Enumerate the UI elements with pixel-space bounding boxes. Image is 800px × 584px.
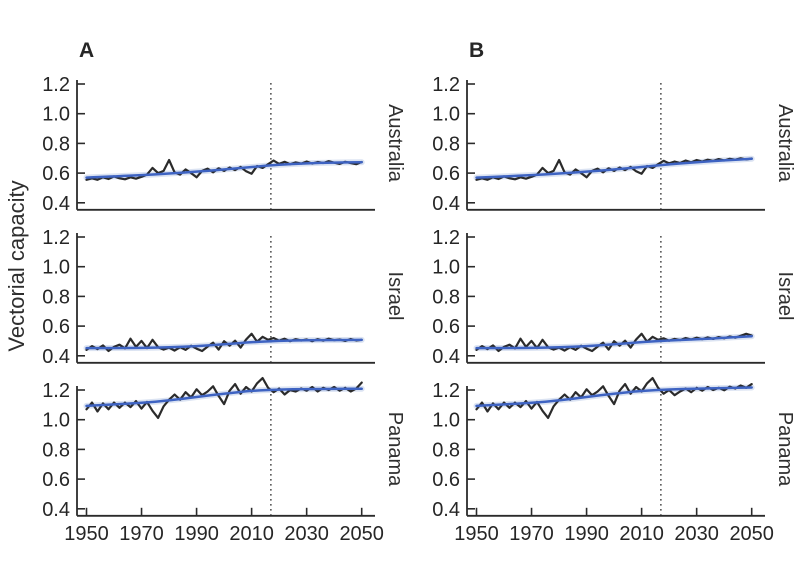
x-tick-label: 1950	[454, 523, 499, 545]
y-axis-title: Vectorial capacity	[4, 180, 29, 351]
y-tick-label: 0.8	[42, 439, 70, 461]
y-tick-label: 1.2	[432, 227, 460, 249]
y-tick-label: 0.6	[432, 316, 460, 338]
y-tick-label: 0.4	[432, 193, 460, 215]
y-tick-label: 0.8	[432, 133, 460, 155]
row-label-panama: Panama	[384, 412, 406, 487]
y-tick-label: 1.0	[432, 410, 460, 432]
y-tick-label: 1.2	[432, 74, 460, 96]
observed-series-line-panama	[85, 377, 363, 419]
x-tick-label: 1970	[509, 523, 554, 545]
x-tick-label: 2050	[339, 523, 384, 545]
y-tick-label: 1.0	[432, 257, 460, 279]
x-tick-label: 2050	[729, 523, 774, 545]
trend-line-australia	[475, 157, 753, 179]
observed-series-line-panama	[475, 377, 753, 419]
trend-line-israel	[475, 334, 753, 350]
column-letter: B	[469, 39, 484, 62]
row-label-israel: Israel	[384, 272, 406, 321]
y-tick-label: 1.2	[42, 74, 70, 96]
y-tick-label: 0.8	[42, 133, 70, 155]
row-label-australia: Australia	[384, 104, 406, 183]
y-tick-label: 0.8	[432, 439, 460, 461]
y-tick-label: 0.6	[42, 316, 70, 338]
y-tick-label: 0.6	[42, 163, 70, 185]
y-tick-label: 0.4	[432, 499, 460, 521]
y-tick-label: 0.6	[42, 469, 70, 491]
row-label-panama: Panama	[774, 412, 796, 487]
y-tick-label: 1.0	[42, 410, 70, 432]
y-tick-label: 0.6	[432, 469, 460, 491]
y-tick-label: 0.4	[432, 346, 460, 368]
trend-line-panama	[475, 386, 753, 408]
y-tick-label: 0.4	[42, 499, 70, 521]
y-tick-label: 0.8	[432, 286, 460, 308]
x-tick-label: 1950	[64, 523, 109, 545]
y-tick-label: 0.6	[432, 163, 460, 185]
x-tick-label: 1990	[564, 523, 609, 545]
trend-line-israel	[85, 338, 363, 350]
row-label-israel: Israel	[774, 272, 796, 321]
y-tick-label: 0.8	[42, 286, 70, 308]
x-tick-label: 2030	[284, 523, 329, 545]
y-tick-label: 1.0	[42, 257, 70, 279]
y-tick-label: 1.2	[42, 227, 70, 249]
x-tick-label: 1970	[119, 523, 164, 545]
x-tick-label: 2010	[229, 523, 274, 545]
column-letter: A	[79, 39, 94, 62]
y-tick-label: 1.0	[42, 104, 70, 126]
y-tick-label: 0.4	[42, 346, 70, 368]
y-tick-label: 1.0	[432, 104, 460, 126]
x-tick-label: 2010	[619, 523, 664, 545]
y-tick-label: 1.2	[432, 380, 460, 402]
y-tick-label: 0.4	[42, 193, 70, 215]
x-tick-label: 2030	[674, 523, 719, 545]
trend-line-australia	[85, 161, 363, 179]
trend-line-panama	[85, 387, 363, 408]
y-tick-label: 1.2	[42, 380, 70, 402]
row-label-australia: Australia	[774, 104, 796, 183]
x-tick-label: 1990	[174, 523, 219, 545]
